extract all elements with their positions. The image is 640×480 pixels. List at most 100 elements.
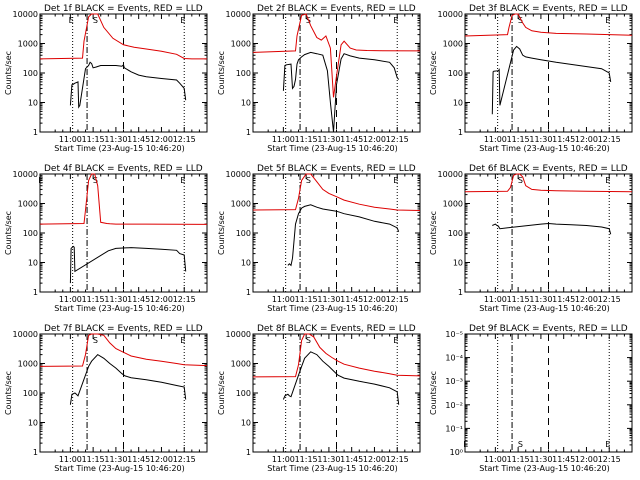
- x-tick-label: 12:00: [575, 455, 598, 464]
- y-tick-label: 10⁻²: [445, 401, 463, 410]
- chart-title: Det 4f BLACK = Events, RED = LLD: [44, 164, 203, 174]
- event-marker-label: E: [393, 176, 398, 185]
- event-marker-label: E: [180, 176, 185, 185]
- y-tick-label: 1000: [231, 200, 251, 209]
- chart-title: Det 6f BLACK = Events, RED = LLD: [469, 164, 628, 174]
- x-tick-label: 11:45: [552, 135, 575, 144]
- x-axis-label: Start Time (23-Aug-15 10:46:20): [54, 464, 185, 473]
- y-tick-label: 10⁰: [450, 448, 463, 457]
- y-tick-label: 100: [23, 389, 38, 398]
- y-tick-label: 1: [458, 128, 463, 137]
- x-tick-label: 11:15: [295, 135, 318, 144]
- y-tick-label: 100: [23, 229, 38, 238]
- event-marker-label: E: [38, 176, 43, 185]
- y-tick-label: 10⁻⁴: [445, 354, 463, 363]
- series-line: [491, 45, 612, 115]
- event-marker-label: E: [180, 336, 185, 345]
- event-marker-label: E: [605, 440, 610, 449]
- y-tick-label: 1: [33, 448, 38, 457]
- x-tick-label: 12:15: [598, 135, 621, 144]
- y-tick-label: 10: [28, 419, 38, 428]
- series-line: [282, 51, 400, 133]
- event-marker-label: S: [93, 336, 98, 345]
- event-marker-label: E: [463, 440, 468, 449]
- x-axis-label: Start Time (23-Aug-15 10:46:20): [54, 144, 185, 153]
- y-axis-label: Counts/sec: [429, 51, 438, 95]
- y-tick-label: 10000: [226, 170, 251, 179]
- event-marker-label: E: [605, 176, 610, 185]
- y-tick-label: 1000: [231, 40, 251, 49]
- event-marker-label: S: [518, 16, 523, 25]
- x-tick-label: 12:00: [363, 295, 386, 304]
- series-line: [252, 173, 421, 211]
- y-tick-label: 1000: [18, 360, 38, 369]
- x-tick-label: 11:00: [484, 135, 507, 144]
- y-tick-label: 100: [23, 69, 38, 78]
- y-tick-label: 10: [241, 99, 251, 108]
- y-tick-label: 10000: [438, 170, 463, 179]
- y-tick-label: 1: [458, 288, 463, 297]
- x-tick-label: 12:00: [150, 135, 173, 144]
- y-tick-label: 10000: [438, 10, 463, 19]
- y-tick-label: 100: [236, 389, 251, 398]
- series-line: [69, 245, 187, 284]
- x-tick-label: 11:45: [552, 455, 575, 464]
- event-marker-label: E: [393, 16, 398, 25]
- event-marker-label: S: [306, 176, 311, 185]
- series-line: [287, 204, 400, 267]
- x-tick-label: 12:15: [173, 135, 196, 144]
- event-marker-label: E: [605, 16, 610, 25]
- x-tick-label: 11:15: [507, 295, 530, 304]
- x-tick-label: 11:00: [484, 455, 507, 464]
- x-tick-label: 12:15: [386, 455, 409, 464]
- y-tick-label: 10⁻¹: [445, 424, 463, 433]
- x-tick-label: 11:30: [104, 135, 127, 144]
- x-tick-label: 12:15: [173, 455, 196, 464]
- x-tick-label: 12:00: [150, 295, 173, 304]
- panel-2: Det 2f BLACK = Events, RED = LLD 1 10 100 10…: [217, 4, 421, 153]
- y-tick-label: 10: [241, 259, 251, 268]
- event-marker-label: S: [306, 336, 311, 345]
- y-tick-label: 1000: [231, 360, 251, 369]
- panel-4: Det 4f BLACK = Events, RED = LLD 1 10 100 10…: [4, 164, 208, 313]
- event-marker-label: S: [93, 176, 98, 185]
- x-tick-label: 11:45: [127, 135, 150, 144]
- y-tick-label: 10: [28, 99, 38, 108]
- x-axis-label: Start Time (23-Aug-15 10:46:20): [479, 464, 610, 473]
- x-tick-label: 12:15: [386, 135, 409, 144]
- y-tick-label: 1000: [18, 200, 38, 209]
- x-axis-label: Start Time (23-Aug-15 10:46:20): [267, 144, 398, 153]
- y-tick-label: 1000: [443, 200, 463, 209]
- y-tick-label: 10000: [13, 330, 38, 339]
- y-tick-label: 10000: [13, 170, 38, 179]
- y-tick-label: 10000: [226, 10, 251, 19]
- x-tick-label: 11:00: [272, 455, 295, 464]
- x-tick-label: 11:30: [104, 455, 127, 464]
- y-tick-label: 10⁻⁵: [445, 330, 463, 339]
- event-marker-label: S: [518, 440, 523, 449]
- y-tick-label: 10: [453, 99, 463, 108]
- y-tick-label: 10: [453, 259, 463, 268]
- x-tick-label: 11:45: [340, 295, 363, 304]
- x-tick-label: 11:30: [529, 295, 552, 304]
- x-tick-label: 11:30: [317, 455, 340, 464]
- y-tick-label: 1: [246, 288, 251, 297]
- x-tick-label: 11:15: [507, 455, 530, 464]
- panel-9: Det 9f BLACK = Events, RED = LLD 10⁰ 10⁻¹ 1…: [429, 324, 633, 473]
- x-tick-label: 11:30: [529, 455, 552, 464]
- x-tick-label: 11:30: [317, 295, 340, 304]
- series-line: [39, 333, 208, 367]
- x-tick-label: 11:00: [484, 295, 507, 304]
- y-tick-label: 10000: [226, 330, 251, 339]
- chart-title: Det 8f BLACK = Events, RED = LLD: [257, 324, 416, 334]
- y-tick-label: 100: [448, 229, 463, 238]
- y-tick-label: 100: [236, 69, 251, 78]
- y-axis-label: Counts/sec: [4, 211, 13, 255]
- y-axis-label: Counts/sec: [217, 371, 226, 415]
- chart-title: Det 7f BLACK = Events, RED = LLD: [44, 324, 203, 334]
- y-tick-label: 1: [246, 128, 251, 137]
- x-tick-label: 11:30: [104, 295, 127, 304]
- y-tick-label: 1: [33, 128, 38, 137]
- series-line: [464, 13, 633, 37]
- event-marker-label: S: [518, 176, 523, 185]
